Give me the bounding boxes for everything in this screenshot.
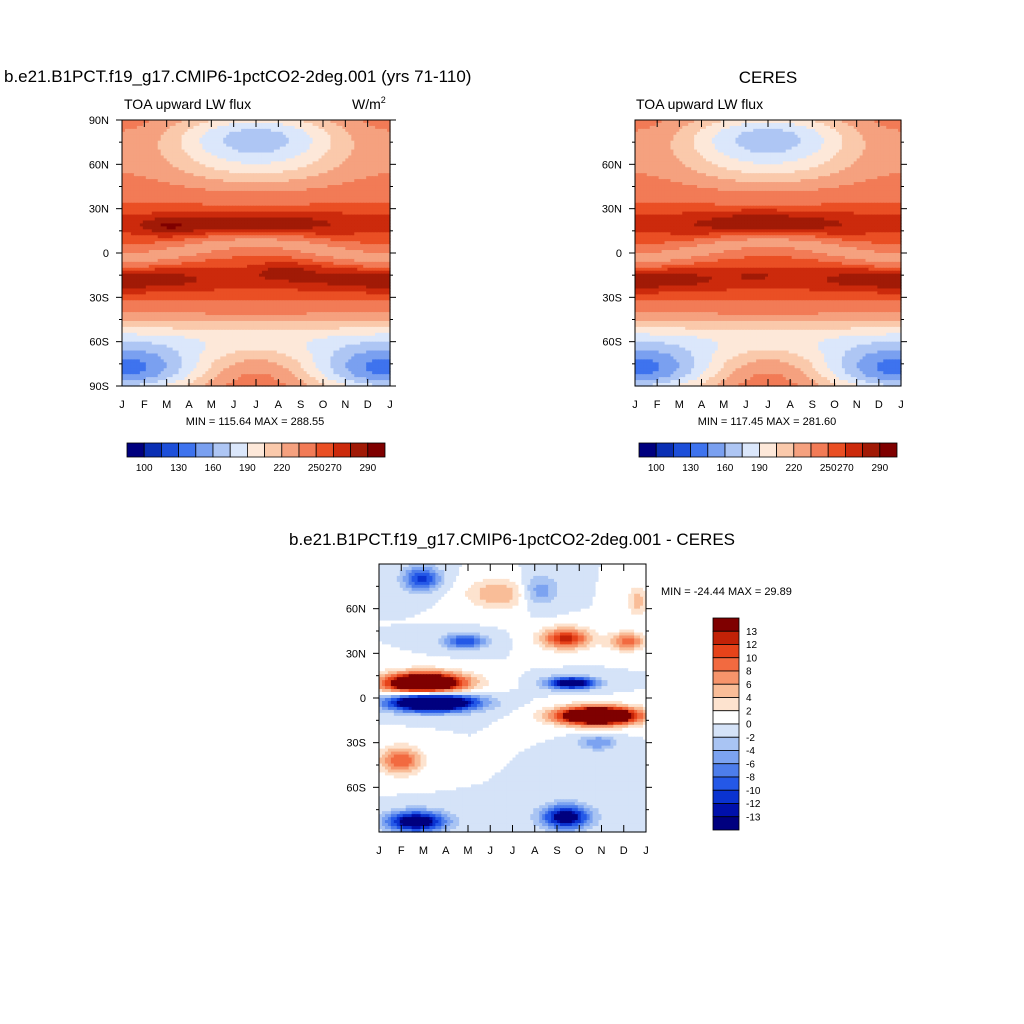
panel-model-subtitle: TOA upward LW flux [124,96,251,112]
panel-model-units: W/m2 [352,95,386,112]
units-base: W/m [352,96,381,112]
panel-model-plot-area [122,120,391,387]
panel-model-title: b.e21.B1PCT.f19_g17.CMIP6-1pctCO2-2deg.0… [4,67,471,86]
units-exponent: 2 [381,95,386,105]
panel-model: b.e21.B1PCT.f19_g17.CMIP6-1pctCO2-2deg.0… [4,67,471,474]
